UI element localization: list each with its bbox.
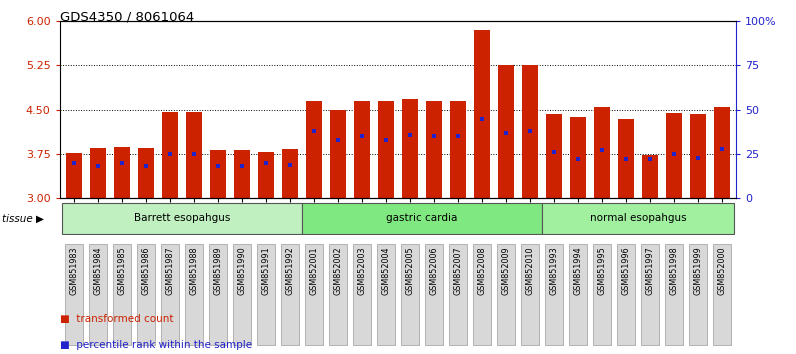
- FancyBboxPatch shape: [568, 244, 587, 346]
- FancyBboxPatch shape: [377, 244, 396, 346]
- Text: GSM852008: GSM852008: [478, 246, 486, 295]
- FancyBboxPatch shape: [400, 244, 419, 346]
- FancyBboxPatch shape: [62, 204, 302, 234]
- FancyBboxPatch shape: [137, 244, 155, 346]
- Text: GSM851993: GSM851993: [549, 246, 559, 295]
- Text: normal esopahgus: normal esopahgus: [590, 213, 686, 223]
- FancyBboxPatch shape: [232, 244, 252, 346]
- Text: GDS4350 / 8061064: GDS4350 / 8061064: [60, 11, 194, 24]
- Text: GSM851996: GSM851996: [622, 246, 630, 295]
- Text: GSM852001: GSM852001: [310, 246, 318, 295]
- Text: Barrett esopahgus: Barrett esopahgus: [134, 213, 230, 223]
- Text: GSM852006: GSM852006: [430, 246, 439, 295]
- FancyBboxPatch shape: [473, 244, 491, 346]
- Text: GSM851989: GSM851989: [213, 246, 223, 295]
- FancyBboxPatch shape: [617, 244, 635, 346]
- Bar: [570, 117, 586, 198]
- Bar: [474, 30, 490, 198]
- Text: GSM851986: GSM851986: [142, 246, 150, 295]
- FancyBboxPatch shape: [64, 244, 84, 346]
- Bar: [546, 114, 562, 198]
- FancyBboxPatch shape: [424, 244, 443, 346]
- FancyBboxPatch shape: [256, 244, 275, 346]
- Text: GSM852009: GSM852009: [501, 246, 510, 295]
- Text: GSM852004: GSM852004: [381, 246, 391, 295]
- FancyBboxPatch shape: [353, 244, 372, 346]
- FancyBboxPatch shape: [544, 244, 564, 346]
- Text: GSM852000: GSM852000: [717, 246, 727, 295]
- Bar: [498, 65, 513, 198]
- Bar: [210, 150, 226, 198]
- Text: GSM851994: GSM851994: [573, 246, 583, 295]
- FancyBboxPatch shape: [712, 244, 732, 346]
- Text: GSM852003: GSM852003: [357, 246, 366, 295]
- Bar: [306, 101, 322, 198]
- Bar: [451, 101, 466, 198]
- Text: GSM852002: GSM852002: [334, 246, 342, 295]
- Bar: [66, 153, 82, 198]
- Text: tissue ▶: tissue ▶: [2, 214, 44, 224]
- Text: ■  percentile rank within the sample: ■ percentile rank within the sample: [60, 341, 252, 350]
- FancyBboxPatch shape: [185, 244, 204, 346]
- Text: GSM851988: GSM851988: [189, 246, 198, 295]
- Text: ■  transformed count: ■ transformed count: [60, 314, 174, 324]
- Text: GSM851984: GSM851984: [94, 246, 103, 295]
- Bar: [162, 112, 178, 198]
- FancyBboxPatch shape: [449, 244, 467, 346]
- Text: GSM851998: GSM851998: [669, 246, 678, 295]
- Text: GSM851992: GSM851992: [286, 246, 295, 295]
- Text: GSM851985: GSM851985: [118, 246, 127, 295]
- Bar: [90, 148, 106, 198]
- FancyBboxPatch shape: [542, 204, 734, 234]
- Text: GSM851999: GSM851999: [693, 246, 702, 295]
- Bar: [330, 110, 345, 198]
- Bar: [378, 101, 394, 198]
- Bar: [283, 149, 298, 198]
- FancyBboxPatch shape: [161, 244, 179, 346]
- Bar: [714, 107, 730, 198]
- Text: GSM851983: GSM851983: [69, 246, 79, 295]
- FancyBboxPatch shape: [302, 204, 542, 234]
- FancyBboxPatch shape: [305, 244, 323, 346]
- Bar: [666, 113, 681, 198]
- Bar: [139, 148, 154, 198]
- Bar: [594, 107, 610, 198]
- FancyBboxPatch shape: [592, 244, 611, 346]
- FancyBboxPatch shape: [88, 244, 107, 346]
- FancyBboxPatch shape: [689, 244, 708, 346]
- Bar: [426, 101, 442, 198]
- FancyBboxPatch shape: [521, 244, 540, 346]
- Bar: [258, 152, 274, 198]
- Text: GSM851995: GSM851995: [598, 246, 607, 295]
- Bar: [402, 99, 418, 198]
- Bar: [186, 112, 202, 198]
- Bar: [642, 155, 657, 198]
- Text: GSM852007: GSM852007: [454, 246, 462, 295]
- Text: GSM851987: GSM851987: [166, 246, 174, 295]
- Bar: [234, 150, 250, 198]
- Bar: [618, 119, 634, 198]
- Bar: [522, 65, 538, 198]
- FancyBboxPatch shape: [497, 244, 515, 346]
- FancyBboxPatch shape: [281, 244, 299, 346]
- FancyBboxPatch shape: [209, 244, 228, 346]
- Text: GSM852005: GSM852005: [405, 246, 415, 295]
- Text: GSM852010: GSM852010: [525, 246, 534, 295]
- Bar: [354, 101, 370, 198]
- Text: gastric cardia: gastric cardia: [386, 213, 458, 223]
- Bar: [690, 114, 706, 198]
- Text: GSM851997: GSM851997: [646, 246, 654, 295]
- Text: GSM851990: GSM851990: [237, 246, 247, 295]
- Bar: [115, 147, 130, 198]
- FancyBboxPatch shape: [641, 244, 659, 346]
- FancyBboxPatch shape: [113, 244, 131, 346]
- FancyBboxPatch shape: [329, 244, 347, 346]
- FancyBboxPatch shape: [665, 244, 683, 346]
- Text: GSM851991: GSM851991: [262, 246, 271, 295]
